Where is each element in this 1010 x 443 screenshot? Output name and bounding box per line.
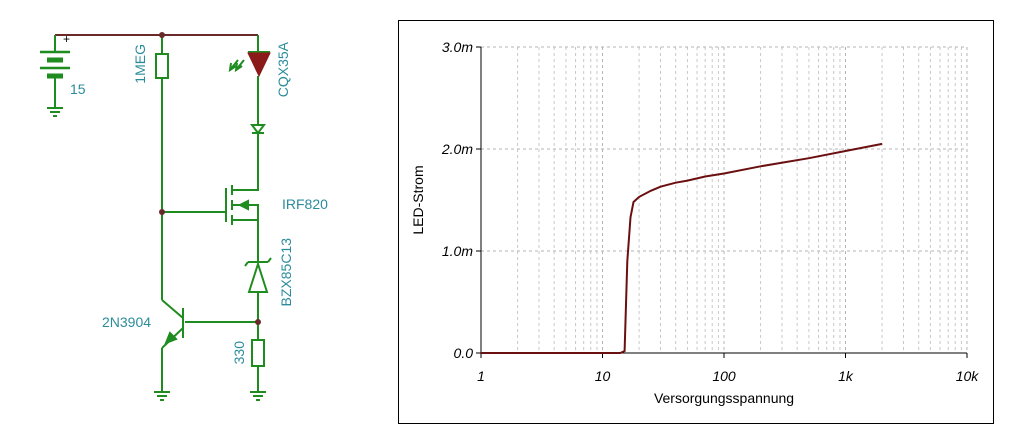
mosfet-symbol: [162, 170, 259, 262]
x-tick-label: 100: [712, 368, 736, 384]
resistor-1meg-label: 1MEG: [132, 44, 148, 84]
series-line: [481, 142, 883, 354]
transistor-label: 2N3904: [102, 314, 152, 330]
x-tick-label: 1k: [838, 368, 854, 384]
resistor-330-label: 330: [231, 341, 247, 365]
y-tick-label: 2.0m: [441, 141, 473, 157]
chart-frame: 1 10 100 1k 10k 0.0 1.0m 2.0m 3.0m Versorgungsspa…: [398, 20, 994, 424]
mosfet-label: IRF820: [282, 196, 328, 212]
led-current-chart: 1 10 100 1k 10k 0.0 1.0m 2.0m 3.0m Versorgungsspa…: [410, 39, 980, 406]
y-tick-label: 0.0: [454, 345, 474, 361]
y-tick-label: 1.0m: [442, 243, 473, 259]
battery-plus-sign: +: [63, 32, 70, 46]
battery-symbol: [40, 35, 70, 117]
y-tick-label: 3.0m: [442, 39, 473, 55]
resistor-330-symbol: [250, 322, 266, 401]
x-axis-label: Versorgungsspannung: [654, 390, 794, 406]
x-tick-label: 1: [477, 368, 485, 384]
battery-value-label: 15: [70, 81, 86, 97]
led-label: CQX35A: [275, 42, 291, 98]
transistor-symbol: [154, 299, 258, 401]
y-axis-label: LED-Strom: [410, 165, 426, 234]
circuit-schematic: +: [40, 32, 272, 401]
x-tick-label: 10: [595, 368, 611, 384]
resistor-1meg-symbol: [155, 35, 169, 90]
led-body: [247, 52, 271, 78]
zener-label: BZX85C13: [278, 238, 294, 307]
led-symbol: [228, 35, 270, 170]
junction-dots: [159, 32, 261, 325]
x-tick-label: 10k: [956, 368, 980, 384]
